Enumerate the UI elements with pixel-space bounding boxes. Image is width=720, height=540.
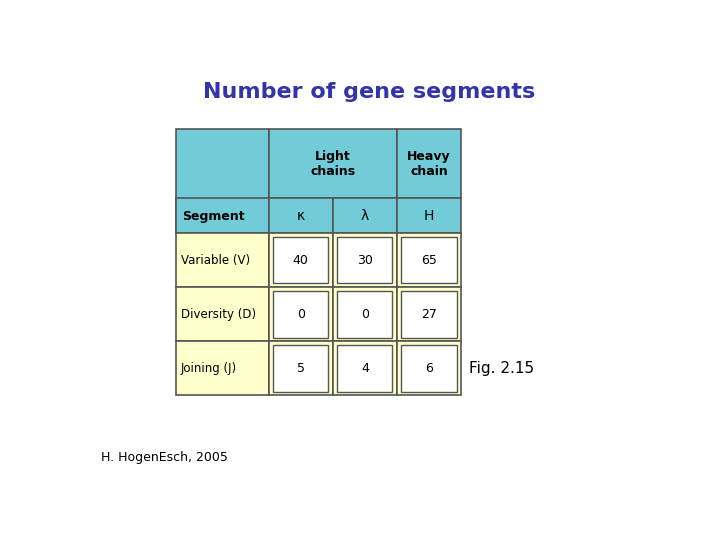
Bar [273, 237, 328, 284]
Text: 30: 30 [357, 254, 373, 267]
Text: 40: 40 [293, 254, 309, 267]
Bar [269, 233, 333, 287]
Bar [401, 237, 456, 284]
Bar [337, 345, 392, 392]
Bar [397, 129, 461, 198]
Text: 0: 0 [297, 308, 305, 321]
Text: H: H [424, 208, 434, 222]
Bar [176, 198, 269, 233]
Bar [333, 341, 397, 395]
Bar [176, 233, 269, 287]
Bar [269, 287, 333, 341]
Bar [333, 233, 397, 287]
Text: Fig. 2.15: Fig. 2.15 [469, 361, 534, 376]
Text: Diversity (D): Diversity (D) [181, 308, 256, 321]
Text: 5: 5 [297, 362, 305, 375]
Bar [273, 345, 328, 392]
Text: Light
chains: Light chains [310, 150, 355, 178]
Bar [333, 287, 397, 341]
Bar [176, 341, 269, 395]
Bar [401, 345, 456, 392]
Text: 65: 65 [421, 254, 437, 267]
Bar [337, 291, 392, 338]
Text: Heavy
chain: Heavy chain [408, 150, 451, 178]
Text: Number of gene segments: Number of gene segments [203, 82, 535, 102]
Bar [333, 198, 397, 233]
Text: 4: 4 [361, 362, 369, 375]
Bar [176, 129, 269, 233]
Bar [273, 291, 328, 338]
Bar [269, 341, 333, 395]
Text: Variable (V): Variable (V) [181, 254, 250, 267]
Text: Joining (J): Joining (J) [181, 362, 237, 375]
Text: 27: 27 [421, 308, 437, 321]
Bar [397, 341, 461, 395]
Bar [269, 129, 397, 198]
Bar [397, 233, 461, 287]
Bar [397, 198, 461, 233]
Bar [176, 287, 269, 341]
Bar [269, 198, 333, 233]
Text: λ: λ [361, 208, 369, 222]
Text: 6: 6 [425, 362, 433, 375]
Bar [337, 237, 392, 284]
Bar [397, 287, 461, 341]
Text: κ: κ [297, 208, 305, 222]
Bar [401, 291, 456, 338]
Text: 0: 0 [361, 308, 369, 321]
Text: H. HogenEsch, 2005: H. HogenEsch, 2005 [101, 451, 228, 464]
Text: Segment: Segment [182, 210, 245, 223]
